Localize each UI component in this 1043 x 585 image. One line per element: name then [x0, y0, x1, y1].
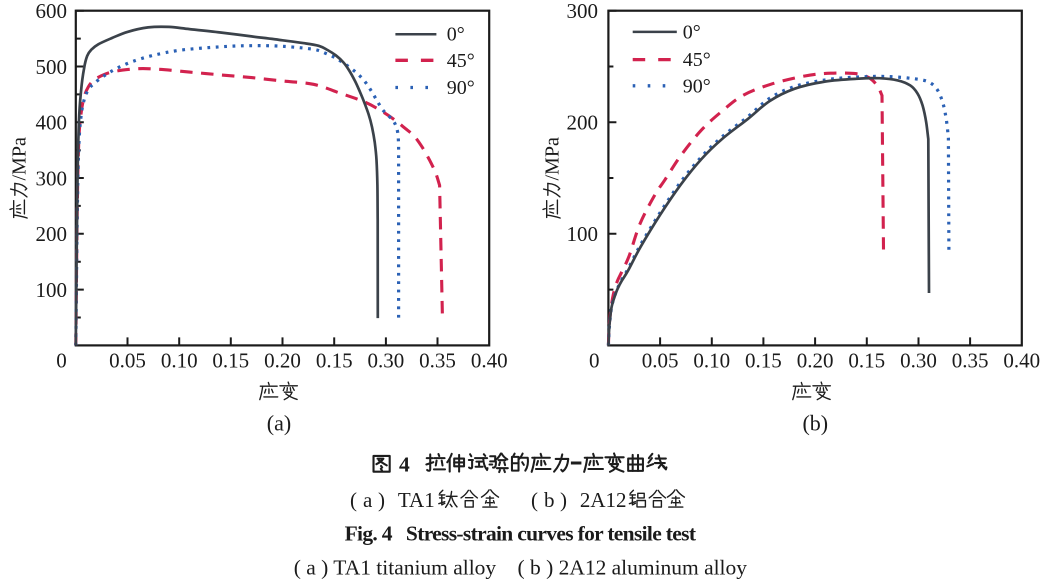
svg-text:/MPa: /MPa — [542, 137, 564, 180]
svg-text:0.40: 0.40 — [1003, 349, 1040, 373]
svg-text:0.20: 0.20 — [264, 349, 301, 373]
svg-text:200: 200 — [567, 111, 599, 135]
svg-text:): ) — [560, 488, 567, 512]
svg-text:0.30: 0.30 — [900, 349, 937, 373]
svg-text:45°: 45° — [683, 49, 711, 71]
svg-text:(b): (b) — [802, 411, 828, 436]
svg-text:90°: 90° — [683, 75, 711, 97]
svg-text:300: 300 — [36, 166, 68, 190]
svg-text:0.40: 0.40 — [471, 349, 508, 373]
svg-text:2A12: 2A12 — [580, 488, 627, 512]
svg-text:0°: 0° — [683, 21, 701, 43]
svg-text:0.15: 0.15 — [745, 349, 782, 373]
svg-text:0.05: 0.05 — [642, 349, 679, 373]
svg-text:500: 500 — [36, 55, 68, 79]
svg-text:200: 200 — [36, 222, 68, 246]
svg-text:100: 100 — [36, 278, 68, 302]
svg-text:0.15: 0.15 — [316, 349, 353, 373]
svg-text:0: 0 — [589, 349, 600, 373]
svg-text:b: b — [544, 488, 555, 512]
svg-text:/MPa: /MPa — [9, 137, 31, 180]
svg-text:0.30: 0.30 — [368, 349, 405, 373]
svg-text:100: 100 — [567, 222, 599, 246]
svg-text:(: ( — [350, 488, 357, 512]
svg-text:(: ( — [531, 488, 538, 512]
svg-text:0.35: 0.35 — [952, 349, 989, 373]
svg-text:0.15: 0.15 — [212, 349, 249, 373]
svg-text:TA1: TA1 — [398, 488, 435, 512]
svg-text:90°: 90° — [447, 77, 475, 99]
svg-text:4: 4 — [399, 453, 410, 477]
svg-text:0.05: 0.05 — [109, 349, 146, 373]
svg-text:0.20: 0.20 — [797, 349, 834, 373]
svg-text:0: 0 — [56, 349, 67, 373]
svg-text:0.15: 0.15 — [848, 349, 885, 373]
svg-text:0.35: 0.35 — [419, 349, 456, 373]
svg-text:400: 400 — [36, 111, 68, 135]
svg-text:45°: 45° — [447, 50, 475, 72]
svg-text:0°: 0° — [447, 24, 465, 46]
svg-text:Fig. 4 Stress-strain curves: Fig. 4 Stress-strain curves for tensile … — [345, 522, 697, 546]
svg-text:0.10: 0.10 — [693, 349, 730, 373]
svg-text:(a): (a) — [267, 411, 291, 436]
svg-text:600: 600 — [36, 0, 68, 23]
svg-text:0.10: 0.10 — [161, 349, 198, 373]
svg-text:): ) — [378, 488, 385, 512]
svg-text:300: 300 — [567, 0, 599, 23]
svg-text:a: a — [363, 488, 373, 512]
svg-text:( a ) TA1 titanium alloy (: ( a ) TA1 titanium alloy ( b ) 2A12 alum… — [294, 556, 747, 580]
